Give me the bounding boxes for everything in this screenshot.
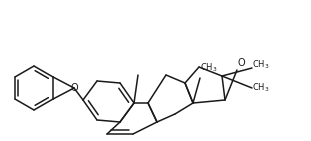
Text: O: O xyxy=(238,58,246,68)
Text: O: O xyxy=(70,83,78,93)
Text: CH$_3$: CH$_3$ xyxy=(252,82,270,94)
Text: CH$_3$: CH$_3$ xyxy=(200,61,218,74)
Text: CH$_3$: CH$_3$ xyxy=(252,59,270,71)
